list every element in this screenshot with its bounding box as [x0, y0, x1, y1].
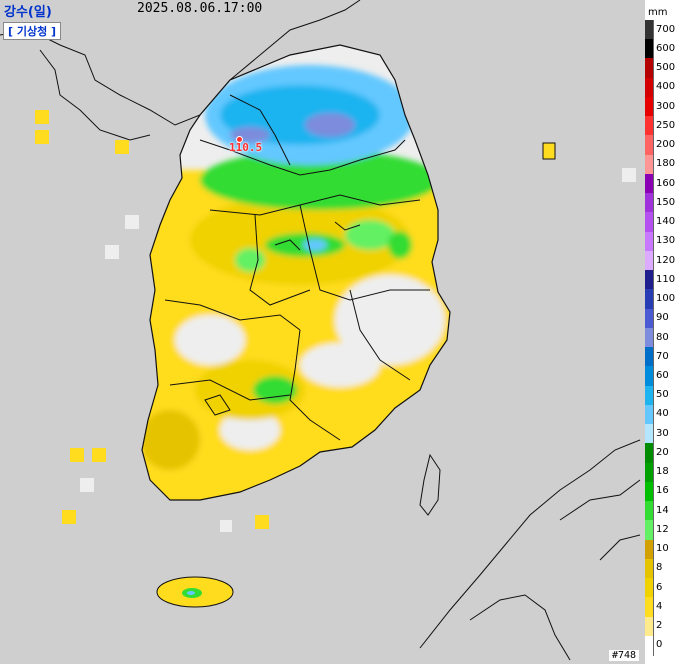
legend-swatch-700	[645, 20, 654, 40]
legend-swatch-14	[645, 501, 654, 522]
legend-label-110: 110	[656, 273, 676, 285]
legend-swatch-2	[645, 616, 654, 637]
legend-swatch-300	[645, 96, 654, 117]
legend-swatch-160	[645, 173, 654, 194]
legend-label-150: 150	[656, 196, 676, 208]
legend-swatch-40	[645, 404, 654, 425]
legend-swatch-0	[645, 635, 654, 656]
legend-swatch-150	[645, 193, 654, 214]
legend-label-130: 130	[656, 235, 676, 247]
legend-label-70: 70	[656, 350, 669, 362]
legend-label-80: 80	[656, 331, 669, 343]
province-boundaries	[164, 94, 430, 441]
legend-label-700: 700	[656, 23, 676, 35]
legend-label-20: 20	[656, 446, 669, 458]
legend-swatch-4	[645, 597, 654, 618]
legend-label-160: 160	[656, 177, 676, 189]
legend-label-140: 140	[656, 216, 676, 228]
legend-label-4: 4	[656, 600, 663, 612]
legend-swatch-130	[645, 231, 654, 252]
map-timestamp: 2025.08.06.17:00	[137, 1, 263, 16]
legend-label-90: 90	[656, 312, 669, 324]
legend-label-12: 12	[656, 523, 669, 535]
legend-swatch-16	[645, 481, 654, 502]
legend-swatch-10	[645, 539, 654, 560]
legend-swatch-80	[645, 327, 654, 348]
legend-label-200: 200	[656, 139, 676, 151]
legend-label-6: 6	[656, 581, 663, 593]
legend-swatch-500	[645, 58, 654, 79]
legend-label-120: 120	[656, 254, 676, 266]
legend-swatch-180	[645, 154, 654, 175]
legend-label-40: 40	[656, 408, 669, 420]
islands	[35, 110, 636, 608]
legend-label-8: 8	[656, 562, 663, 574]
image-code: #748	[609, 650, 640, 661]
map-title: 강수(일)	[4, 5, 52, 20]
legend-label-60: 60	[656, 369, 669, 381]
legend-label-500: 500	[656, 62, 676, 74]
legend-label-600: 600	[656, 42, 676, 54]
legend-swatch-100	[645, 289, 654, 310]
legend-swatch-200	[645, 135, 654, 156]
precip-fields	[142, 65, 450, 500]
legend-label-14: 14	[656, 504, 669, 516]
legend-swatch-250	[645, 116, 654, 137]
legend-label-300: 300	[656, 100, 676, 112]
legend-label-250: 250	[656, 119, 676, 131]
legend-label-0: 0	[656, 639, 663, 651]
legend-label-400: 400	[656, 81, 676, 93]
peak-marker-icon	[236, 136, 243, 143]
legend-swatch-140	[645, 212, 654, 233]
legend-swatch-20	[645, 443, 654, 464]
legend-swatch-8	[645, 558, 654, 579]
legend-swatch-12	[645, 520, 654, 541]
legend-label-2: 2	[656, 620, 663, 632]
legend-swatch-60	[645, 366, 654, 387]
legend-label-100: 100	[656, 293, 676, 304]
legend-unit: mm	[648, 7, 668, 18]
legend-swatch-600	[645, 39, 654, 60]
legend-swatch-50	[645, 385, 654, 406]
legend-swatch-6	[645, 578, 654, 599]
legend-swatch-70	[645, 347, 654, 368]
legend-swatch-400	[645, 77, 654, 98]
legend-swatch-110	[645, 270, 654, 291]
legend-swatch-30	[645, 424, 654, 445]
legend-label-50: 50	[656, 389, 669, 401]
legend-label-18: 18	[656, 466, 669, 478]
legend-swatch-120	[645, 250, 654, 271]
peak-value-label: 110.5	[229, 141, 263, 154]
legend-swatch-18	[645, 462, 654, 483]
south-korea-coastline	[141, 44, 451, 501]
legend-label-10: 10	[656, 543, 669, 555]
legend-swatch-90	[645, 308, 654, 329]
legend-label-30: 30	[656, 427, 669, 439]
legend-label-16: 16	[656, 485, 669, 497]
agency-label: [ 기상청 ]	[3, 22, 62, 40]
legend-panel: 700 600 500 400 300 250 200 180 160 150 140 130 120 1…	[645, 0, 679, 664]
precipitation-map	[0, 0, 641, 661]
legend-label-180: 180	[656, 158, 676, 170]
